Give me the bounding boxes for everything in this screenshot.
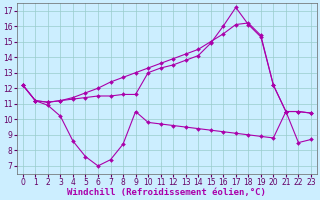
X-axis label: Windchill (Refroidissement éolien,°C): Windchill (Refroidissement éolien,°C) (68, 188, 266, 197)
